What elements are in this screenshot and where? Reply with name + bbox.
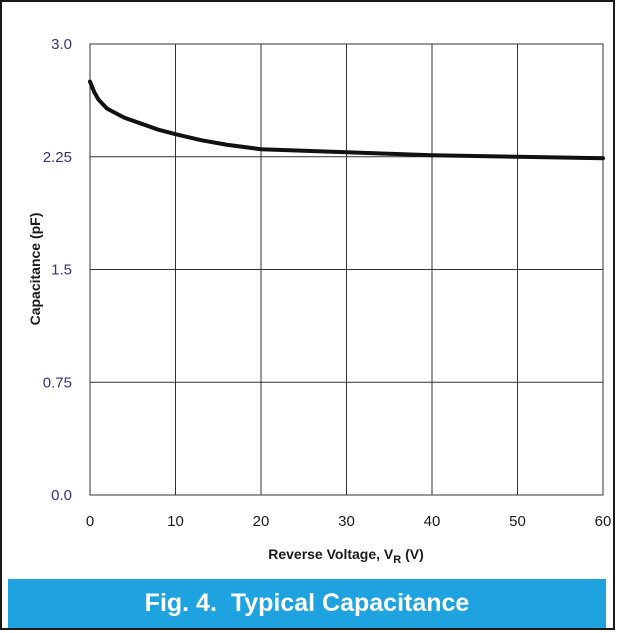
- x-axis-label-subscript: R: [393, 554, 401, 566]
- figure-caption: Fig. 4. Typical Capacitance: [144, 589, 470, 617]
- x-tick-label: 30: [338, 513, 355, 530]
- y-tick-label: 0.75: [43, 374, 72, 391]
- x-tick-label: 40: [424, 513, 441, 530]
- y-axis-label: Capacitance (pF): [27, 213, 43, 326]
- x-tick-label: 50: [509, 513, 526, 530]
- y-tick-label: 2.25: [43, 149, 72, 166]
- chart-grid: [89, 43, 604, 496]
- x-axis-label-main: Reverse Voltage, V: [268, 546, 394, 562]
- x-axis-ticks: 0 10 20 30 40 50 60: [86, 513, 612, 530]
- x-axis-label-unit: (V): [401, 546, 424, 562]
- x-tick-label: 60: [595, 513, 612, 530]
- y-tick-label: 3.0: [51, 36, 72, 53]
- y-tick-label: 1.5: [51, 262, 72, 279]
- x-axis-label: Reverse Voltage, VR (V): [268, 546, 424, 566]
- caption-bar: [8, 579, 606, 628]
- x-tick-label: 0: [86, 513, 94, 530]
- y-axis-ticks: 0.0 0.75 1.5 2.25 3.0: [43, 36, 72, 504]
- x-tick-label: 20: [253, 513, 270, 530]
- y-tick-label: 0.0: [51, 487, 72, 504]
- capacitance-curve: [88, 79, 605, 161]
- x-tick-label: 10: [167, 513, 184, 530]
